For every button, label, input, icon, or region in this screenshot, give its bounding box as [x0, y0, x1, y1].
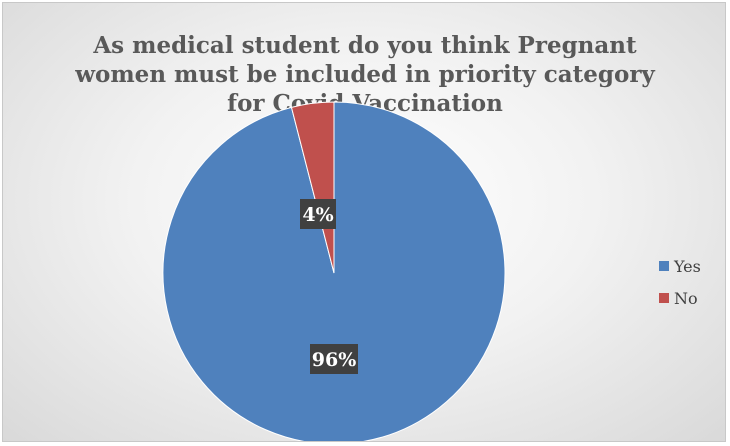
chart-title-line-2: women must be included in priority categ…	[75, 61, 655, 88]
data-label-no: 4%	[300, 199, 336, 229]
chart-title: As medical student do you think Pregnant…	[43, 31, 687, 118]
pie-slice-no	[290, 101, 335, 274]
legend-swatch-no	[659, 293, 669, 303]
pie-plot: 96% 4%	[162, 101, 506, 441]
legend-item-yes: Yes	[659, 255, 701, 277]
legend-label-no: No	[674, 288, 698, 308]
data-label-text-yes: 96%	[312, 349, 357, 371]
legend-swatch-yes	[659, 261, 669, 271]
data-label-text-no: 4%	[302, 204, 333, 226]
chart-area: As medical student do you think Pregnant…	[2, 2, 726, 442]
pie-slice-yes	[162, 101, 506, 441]
legend: Yes No	[659, 255, 701, 319]
data-label-box-no	[300, 199, 336, 229]
legend-label-yes: Yes	[674, 256, 701, 276]
chart-title-line-1: As medical student do you think Pregnant	[93, 32, 637, 59]
data-label-yes: 96%	[310, 344, 358, 374]
legend-item-no: No	[659, 287, 701, 309]
data-label-box-yes	[310, 344, 358, 374]
